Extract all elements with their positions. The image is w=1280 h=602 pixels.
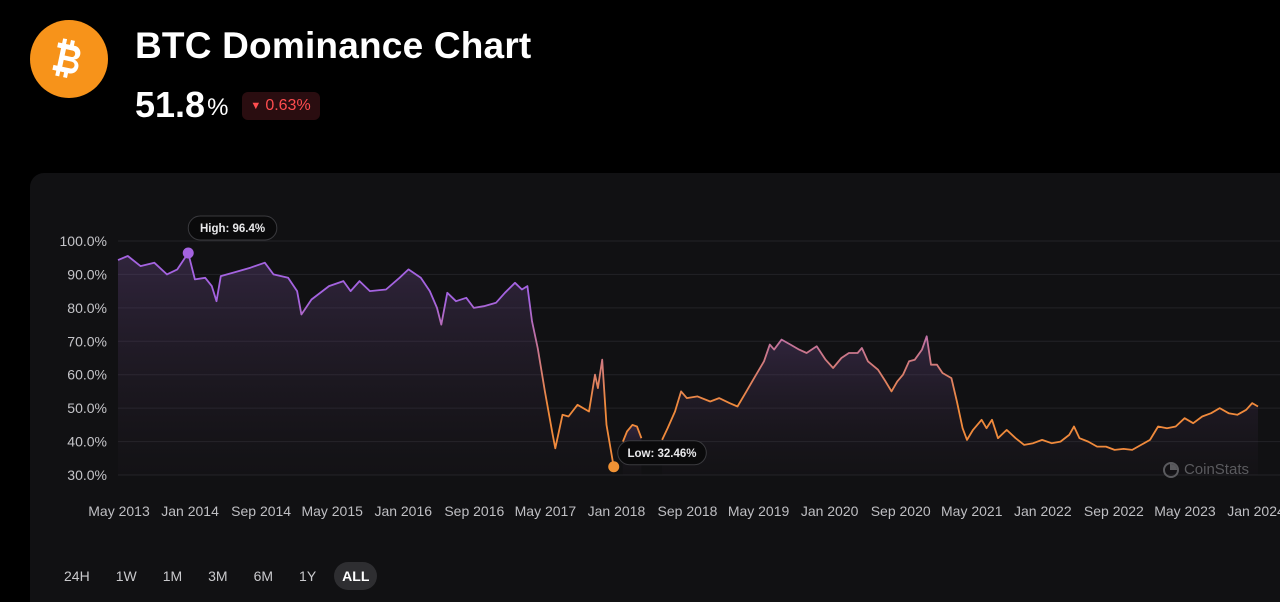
low-label-bg — [617, 440, 707, 466]
y-tick-label: 100.0% — [60, 233, 107, 249]
x-tick-label: Sep 2020 — [871, 503, 931, 519]
range-tab-3m[interactable]: 3M — [208, 568, 228, 584]
x-tick-label: May 2017 — [515, 503, 577, 519]
x-tick-label: Jan 2024 — [1227, 503, 1280, 519]
series-line — [117, 252, 615, 467]
x-tick-label: Jan 2014 — [161, 503, 219, 519]
x-tick-label: May 2021 — [941, 503, 1003, 519]
range-tab-6m[interactable]: 6M — [253, 568, 274, 584]
x-tick-label: Jan 2016 — [374, 503, 432, 519]
x-tick-label: May 2015 — [301, 503, 363, 519]
chart-card: 30.0% 40.0% 50.0% 60.0% 70.0% 80.0% 90.0% 100.0… — [30, 173, 1280, 602]
low-label: Low: 32.46% — [628, 448, 697, 460]
bitcoin-logo — [30, 20, 108, 98]
series-area — [662, 336, 1258, 475]
low-marker[interactable] — [608, 461, 620, 473]
range-tab-1w[interactable]: 1W — [115, 568, 137, 584]
series-line — [661, 335, 1259, 451]
series-area — [118, 253, 614, 475]
x-tick-label: Sep 2018 — [658, 503, 718, 519]
dominance-value: 51.8 — [135, 84, 206, 125]
bitcoin-icon — [52, 38, 81, 79]
change-badge: ▼ 0.63% — [242, 92, 320, 120]
y-tick-label: 70.0% — [67, 333, 107, 349]
range-tab-24h[interactable]: 24H — [64, 568, 90, 584]
x-tick-label: Jan 2022 — [1014, 503, 1072, 519]
x-tick-label: Sep 2016 — [444, 503, 504, 519]
y-tick-label: 40.0% — [67, 434, 107, 450]
y-tick-label: 30.0% — [67, 467, 107, 483]
range-tab-all[interactable]: ALL — [334, 562, 378, 590]
x-tick-label: May 2013 — [88, 503, 150, 519]
high-marker[interactable] — [182, 247, 194, 259]
y-tick-label: 50.0% — [67, 400, 107, 416]
dominance-summary: 51.8 % ▼ 0.63% — [135, 84, 320, 126]
down-arrow-icon: ▼ — [250, 100, 262, 112]
range-tabs: 24H 1W 1M 3M 6M 1Y ALL — [56, 562, 387, 590]
x-tick-label: May 2019 — [728, 503, 790, 519]
high-label: High: 96.4% — [200, 223, 265, 235]
dominance-unit: % — [207, 94, 229, 121]
change-value: 0.63% — [265, 97, 311, 114]
high-label-bg — [187, 215, 278, 241]
x-tick-label: May 2023 — [1154, 503, 1216, 519]
y-tick-label: 60.0% — [67, 367, 107, 383]
dominance-chart[interactable]: 30.0% 40.0% 50.0% 60.0% 70.0% 80.0% 90.0% 100.0… — [30, 173, 1280, 533]
y-tick-label: 80.0% — [67, 300, 107, 316]
page-title: BTC Dominance Chart — [135, 25, 532, 66]
x-tick-label: Sep 2014 — [231, 503, 291, 519]
x-tick-label: Jan 2020 — [801, 503, 859, 519]
coinstats-icon — [1162, 461, 1179, 478]
x-tick-label: Jan 2018 — [588, 503, 646, 519]
x-tick-label: Sep 2022 — [1084, 503, 1144, 519]
watermark: CoinStats — [1162, 461, 1249, 478]
series-line — [622, 424, 643, 442]
range-tab-1m[interactable]: 1M — [162, 568, 183, 584]
range-tab-1y[interactable]: 1Y — [299, 568, 317, 584]
watermark-text: CoinStats — [1183, 461, 1249, 478]
y-tick-label: 90.0% — [67, 266, 107, 282]
